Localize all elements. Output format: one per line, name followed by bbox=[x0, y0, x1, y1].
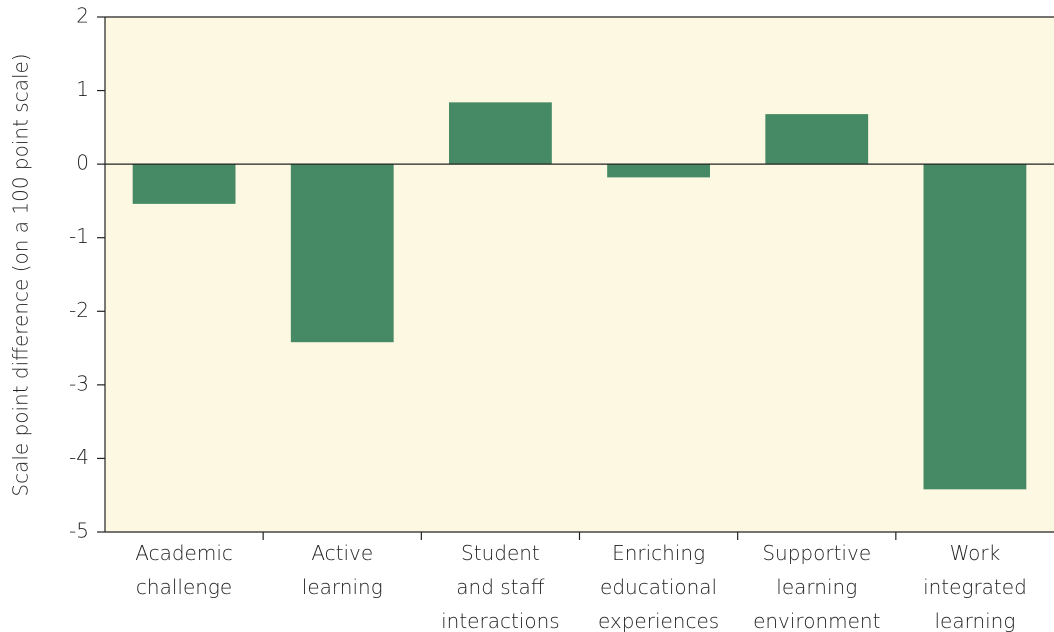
x-tick-label: Active learning bbox=[302, 541, 383, 599]
x-tick-label: Academic challenge bbox=[135, 541, 233, 599]
y-tick-label: -1 bbox=[69, 224, 89, 248]
bar bbox=[607, 164, 710, 178]
bar bbox=[449, 102, 552, 165]
bar bbox=[923, 164, 1027, 490]
y-tick-label: -5 bbox=[69, 519, 89, 543]
x-tick-label: Enriching educational experiences bbox=[598, 541, 719, 632]
y-tick-label: -2 bbox=[69, 298, 89, 322]
bar bbox=[290, 164, 394, 343]
x-tick-label: Student and staff interactions bbox=[441, 541, 560, 632]
y-tick-label: 1 bbox=[76, 77, 89, 101]
y-tick-label: -4 bbox=[69, 445, 89, 469]
plot-background bbox=[105, 17, 1054, 532]
x-tick-label: Work integrated learning bbox=[923, 541, 1027, 632]
y-tick-label: -3 bbox=[69, 371, 89, 395]
y-tick-label: 0 bbox=[76, 151, 89, 175]
x-tick-label: Supportive learning environment bbox=[753, 541, 880, 632]
bar bbox=[132, 164, 236, 204]
bar bbox=[765, 114, 869, 165]
y-axis-label: Scale point difference (on a 100 point s… bbox=[9, 53, 33, 496]
y-tick-label: 2 bbox=[76, 4, 89, 28]
